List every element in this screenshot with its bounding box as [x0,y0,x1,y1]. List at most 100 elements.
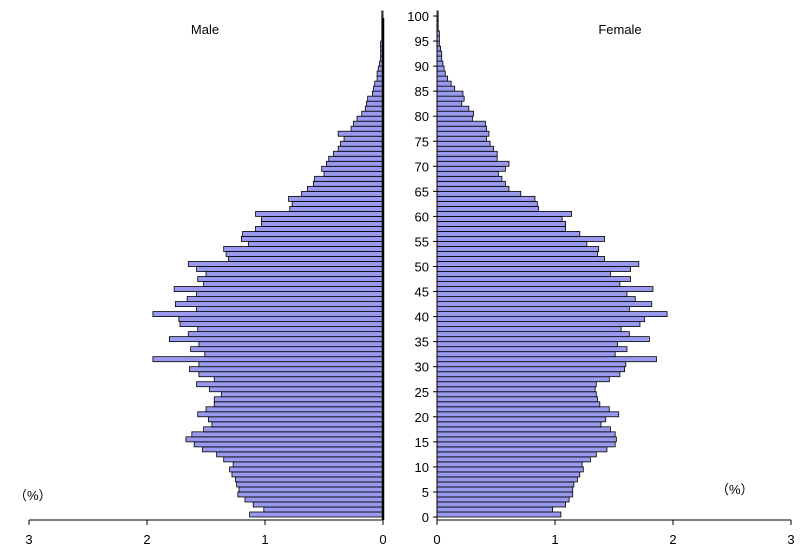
male-title: Male [191,22,219,37]
male-bar-age-55 [240,236,384,242]
female-bar-age-35 [436,336,650,343]
male-bar-age-3 [244,496,384,503]
age-ticks: 0 5 10 15 20 25 30 35 40 45 50 55 60 65 70 75 80 85 90 95 10… [407,9,437,525]
female-bar-age-22 [436,401,601,408]
female-bar-age-5 [436,486,574,493]
female-bar-age-19 [436,416,607,423]
female-bar-age-42 [436,301,653,307]
male-bar-age-6 [236,481,384,488]
female-bar-age-84 [436,90,464,97]
female-bar-age-15 [436,436,617,443]
female-bar-age-60 [436,210,572,217]
female-bar-age-100 [436,10,439,17]
female-bar-age-49 [436,266,631,272]
female-bar-age-73 [436,145,495,152]
female-bar-age-87 [436,75,449,82]
male-bar-age-31 [152,356,384,363]
female-bar-age-21 [436,406,610,413]
female-bar-age-46 [436,281,621,287]
male-bar-age-38 [179,321,384,328]
male-bar-age-14 [193,441,384,448]
male-bar-age-43 [186,296,384,302]
male-bar-age-18 [211,421,384,428]
female-bar-age-59 [436,215,563,222]
male-bar-age-22 [213,401,384,408]
male-bar-age-75 [343,135,384,142]
male-bar-age-26 [196,381,384,388]
male-bar-age-53 [223,246,384,252]
female-bar-age-91 [436,55,443,62]
male-bar-age-47 [197,276,384,282]
male-bar-age-30 [198,361,384,368]
male-bar-age-27 [213,376,384,383]
female-title: Female [598,22,641,37]
age-tick-label-80: 80 [415,109,429,124]
female-bar-age-61 [436,205,539,212]
male-bar-age-77 [350,125,384,132]
female-bar-age-80 [436,110,474,117]
male-x-tick-label-0: 0 [379,532,386,547]
female-bar-age-56 [436,231,581,237]
male-bar-age-0 [249,511,384,518]
age-tick-label-90: 90 [415,59,429,74]
female-bar-age-24 [436,391,597,398]
male-bar-age-85 [373,85,384,92]
female-bar-age-78 [436,120,486,127]
male-bar-age-2 [252,501,384,508]
male-bar-age-83 [367,95,384,102]
male-bar-age-16 [191,431,384,438]
female-bar-age-74 [436,140,491,147]
female-bar-age-47 [436,276,631,282]
male-x-tick-label-3: 3 [25,532,32,547]
male-bar-age-11 [223,456,384,463]
male-bar-age-41 [196,306,384,312]
female-bar-age-62 [436,200,538,207]
female-bar-age-39 [436,316,646,323]
age-tick-label-25: 25 [415,385,429,400]
female-bar-age-43 [436,296,636,302]
male-bar-age-62 [291,200,384,207]
x-ticks: 0 1 2 3 0 1 2 3 [25,520,795,547]
female-bar-age-7 [436,476,578,483]
female-bar-age-58 [436,221,567,227]
female-bar-age-85 [436,85,456,92]
male-bar-age-35 [169,336,384,343]
female-bar-age-18 [436,421,602,428]
male-bar-age-33 [190,346,384,353]
male-bar-age-67 [314,175,384,182]
female-bar-age-69 [436,165,506,172]
male-bar-age-69 [321,165,384,172]
age-tick-label-5: 5 [422,485,429,500]
male-bar-age-57 [255,226,384,232]
male-bar-age-32 [204,351,384,358]
age-tick-label-75: 75 [415,134,429,149]
female-bar-age-13 [436,446,608,453]
female-bar-age-66 [436,180,506,187]
male-bar-age-70 [325,160,384,167]
female-bar-age-57 [436,226,567,232]
male-bar-age-54 [248,241,384,247]
male-bar-age-4 [237,491,384,498]
male-bar-age-52 [225,251,384,257]
male-bar-age-7 [235,476,384,483]
male-bar-age-56 [242,231,384,237]
female-bar-age-2 [436,501,567,508]
female-bar-age-82 [436,100,463,107]
male-bar-age-84 [371,90,384,97]
age-tick-label-60: 60 [415,209,429,224]
female-bar-age-65 [436,185,510,192]
male-bar-age-100 [381,10,384,17]
male-bar-age-48 [205,271,384,277]
female-bar-age-71 [436,155,498,162]
female-bar-age-31 [436,356,657,363]
age-tick-label-65: 65 [415,184,429,199]
male-bar-age-23 [213,396,384,403]
male-bar-age-20 [197,411,384,418]
male-bar-age-63 [288,195,384,202]
male-bar-age-58 [261,221,384,227]
age-tick-label-45: 45 [415,285,429,300]
female-bars [436,10,668,518]
female-bar-age-33 [436,346,628,353]
male-bar-age-49 [196,266,384,272]
